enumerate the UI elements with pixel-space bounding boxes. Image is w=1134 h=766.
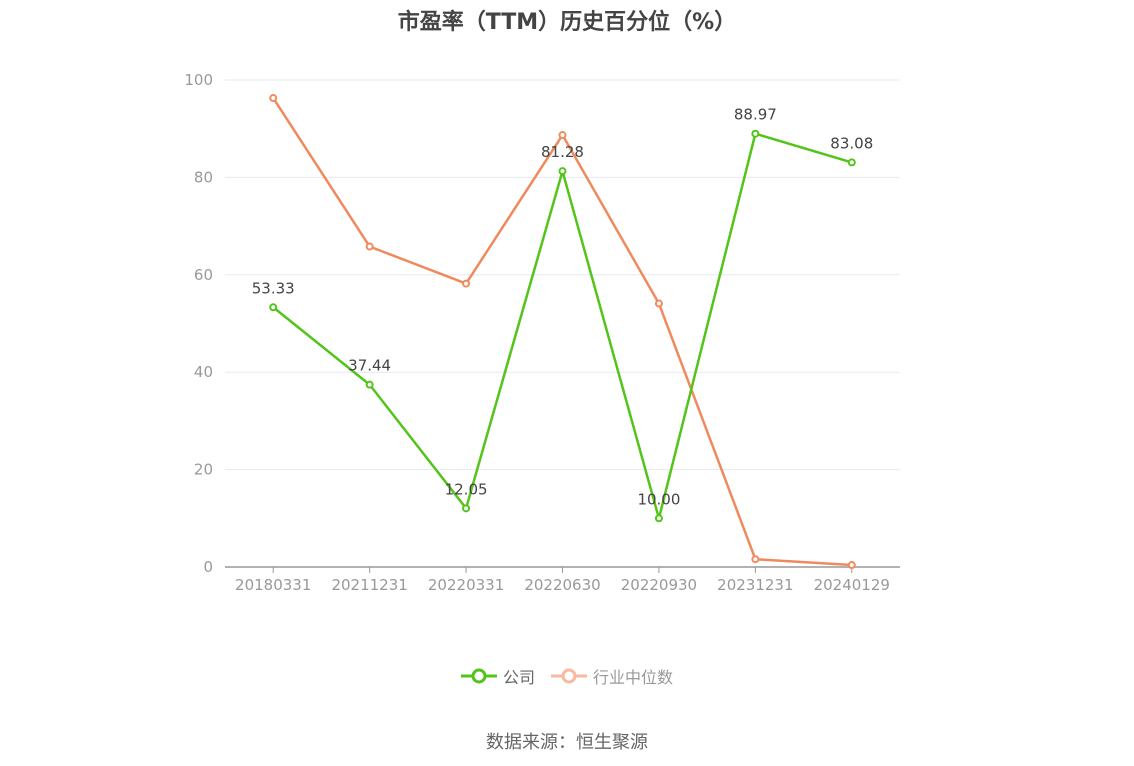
- legend-marker-company-icon: [460, 668, 497, 684]
- legend-item-company[interactable]: 公司: [460, 664, 535, 688]
- data-label: 83.08: [830, 134, 873, 152]
- data-point-0[interactable]: [654, 514, 663, 523]
- data-label: 37.44: [348, 357, 391, 375]
- data-label: 88.97: [734, 106, 777, 124]
- data-point-0[interactable]: [847, 158, 856, 167]
- legend: 公司 行业中位数: [0, 664, 1134, 688]
- y-tick-label: 100: [184, 71, 213, 89]
- data-label: 81.28: [541, 143, 584, 161]
- source-note: 数据来源：恒生聚源: [486, 732, 648, 753]
- data-point-0[interactable]: [462, 504, 471, 513]
- legend-label-company: 公司: [502, 668, 535, 687]
- data-point-1[interactable]: [751, 555, 760, 564]
- axes: 0 20 40 60 80 100 20180331 20211231 20220331 2022…: [184, 71, 900, 594]
- data-label: 12.05: [445, 480, 488, 498]
- legend-marker-industry-icon: [551, 668, 587, 684]
- y-tick-label: 80: [194, 168, 213, 186]
- x-tick-label: 20220331: [428, 576, 504, 594]
- series: [269, 94, 856, 570]
- x-tick-label: 20220930: [621, 576, 697, 594]
- x-tick-label: 20231231: [717, 576, 793, 594]
- data-point-1[interactable]: [558, 131, 567, 140]
- legend-item-industry-median[interactable]: 行业中位数: [551, 664, 673, 688]
- data-point-1[interactable]: [847, 561, 856, 570]
- grid-lines: [225, 79, 900, 471]
- data-point-0[interactable]: [269, 303, 278, 312]
- data-labels: 53.33 37.44 12.05 81.28 10.00 88.97 83.08: [252, 106, 874, 509]
- chart-title: 市盈率（TTM）历史百分位（%）: [397, 10, 737, 35]
- y-tick-label: 60: [194, 266, 213, 284]
- y-tick-label: 0: [203, 558, 213, 576]
- x-tick-label: 20211231: [331, 576, 407, 594]
- data-point-0[interactable]: [365, 380, 374, 389]
- y-tick-label: 20: [194, 461, 213, 479]
- data-point-1[interactable]: [654, 299, 663, 308]
- x-tick-label: 20240129: [814, 576, 890, 594]
- x-tick-label: 20220630: [524, 576, 600, 594]
- legend-label-industry-median: 行业中位数: [593, 668, 674, 687]
- data-point-1[interactable]: [269, 94, 278, 103]
- data-point-1[interactable]: [365, 242, 374, 251]
- series-line-0: [272, 132, 853, 520]
- y-tick-label: 40: [194, 363, 213, 381]
- data-label: 10.00: [637, 490, 680, 508]
- data-point-1[interactable]: [462, 279, 471, 288]
- data-point-0[interactable]: [751, 129, 760, 138]
- data-label: 53.33: [252, 279, 295, 297]
- x-tick-label: 20180331: [235, 576, 311, 594]
- data-point-0[interactable]: [558, 167, 567, 176]
